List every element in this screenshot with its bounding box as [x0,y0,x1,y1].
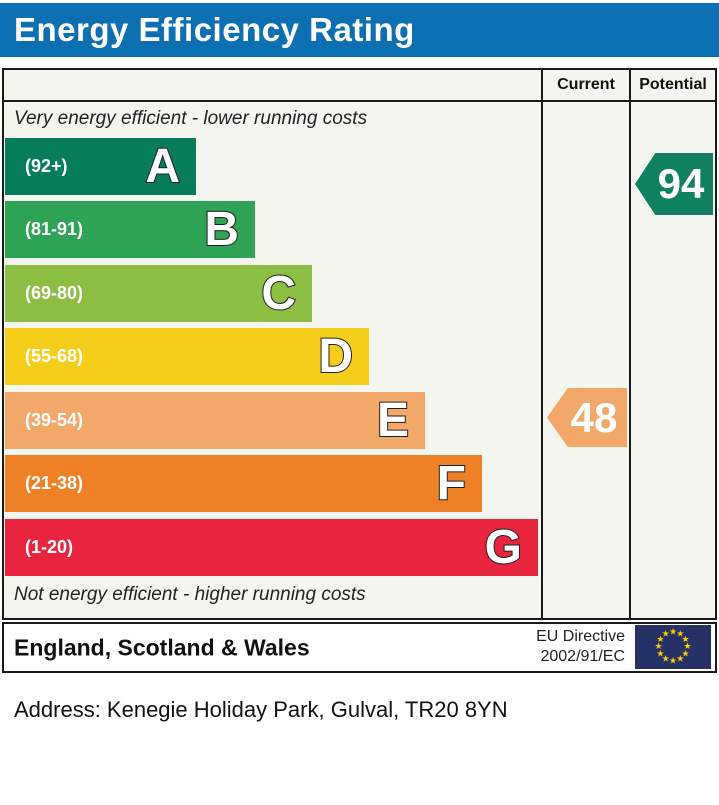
band-row-a: (92+) A [5,138,196,195]
band-range-label: (39-54) [25,410,84,430]
eu-directive-line2: 2002/91/EC [540,648,625,666]
band-letter: G [484,520,523,574]
svg-text:★: ★ [656,649,664,659]
band-range-label: (69-80) [25,283,84,303]
current-column-header: Current [557,76,615,93]
svg-text:★: ★ [669,657,677,667]
band-range-label: (1-20) [25,537,74,557]
region-label: England, Scotland & Wales [14,634,310,660]
band-letter: F [436,456,467,510]
svg-text:★: ★ [662,655,670,665]
eu-directive-line1: EU Directive [536,627,625,645]
potential-column-header: Potential [639,76,707,93]
caption-very-efficient: Very energy efficient - lower running co… [14,108,368,129]
band-range-label: (81-91) [25,219,84,239]
footer-bar: England, Scotland & Wales EU Directive 2… [2,622,717,673]
current-rating-arrow: 48 [547,388,627,447]
current-column-divider [541,70,543,618]
energy-efficiency-chart: Current Potential Very energy efficient … [2,68,717,620]
caption-not-efficient: Not energy efficient - higher running co… [14,584,366,605]
band-row-d: (55-68) D [5,328,369,385]
svg-text:★: ★ [656,635,664,645]
band-letter: C [260,266,297,320]
svg-text:★: ★ [682,635,690,645]
band-row-f: (21-38) F [5,455,482,512]
potential-rating-value: 94 [657,160,705,207]
band-range-label: (92+) [25,156,68,176]
potential-rating-arrow: 94 [635,153,713,215]
band-letter: E [376,393,410,447]
band-row-c: (69-80) C [5,265,312,322]
potential-column-divider [629,70,631,618]
band-row-e: (39-54) E [5,392,425,449]
band-range-label: (55-68) [25,346,84,366]
eu-flag-icon: ★ ★ ★ ★ ★ ★ ★ ★ ★ ★ ★ ★ [635,625,711,669]
svg-text:★: ★ [682,649,690,659]
svg-text:★: ★ [654,642,662,652]
page-title: Energy Efficiency Rating [0,3,719,57]
band-range-label: (21-38) [25,473,84,493]
svg-text:★: ★ [676,655,684,665]
svg-text:★: ★ [669,628,677,638]
band-letter: A [144,139,181,193]
band-row-g: (1-20) G [5,519,538,576]
svg-text:★: ★ [676,629,684,639]
header-divider [4,100,715,102]
svg-text:★: ★ [683,642,691,652]
svg-text:★: ★ [662,629,670,639]
current-rating-value: 48 [570,393,618,441]
band-letter: B [203,202,240,256]
eu-directive-label: EU Directive 2002/91/EC [536,627,625,669]
address-line: Address: Kenegie Holiday Park, Gulval, T… [14,697,508,722]
band-row-b: (81-91) B [5,201,255,258]
band-letter: D [317,329,354,383]
